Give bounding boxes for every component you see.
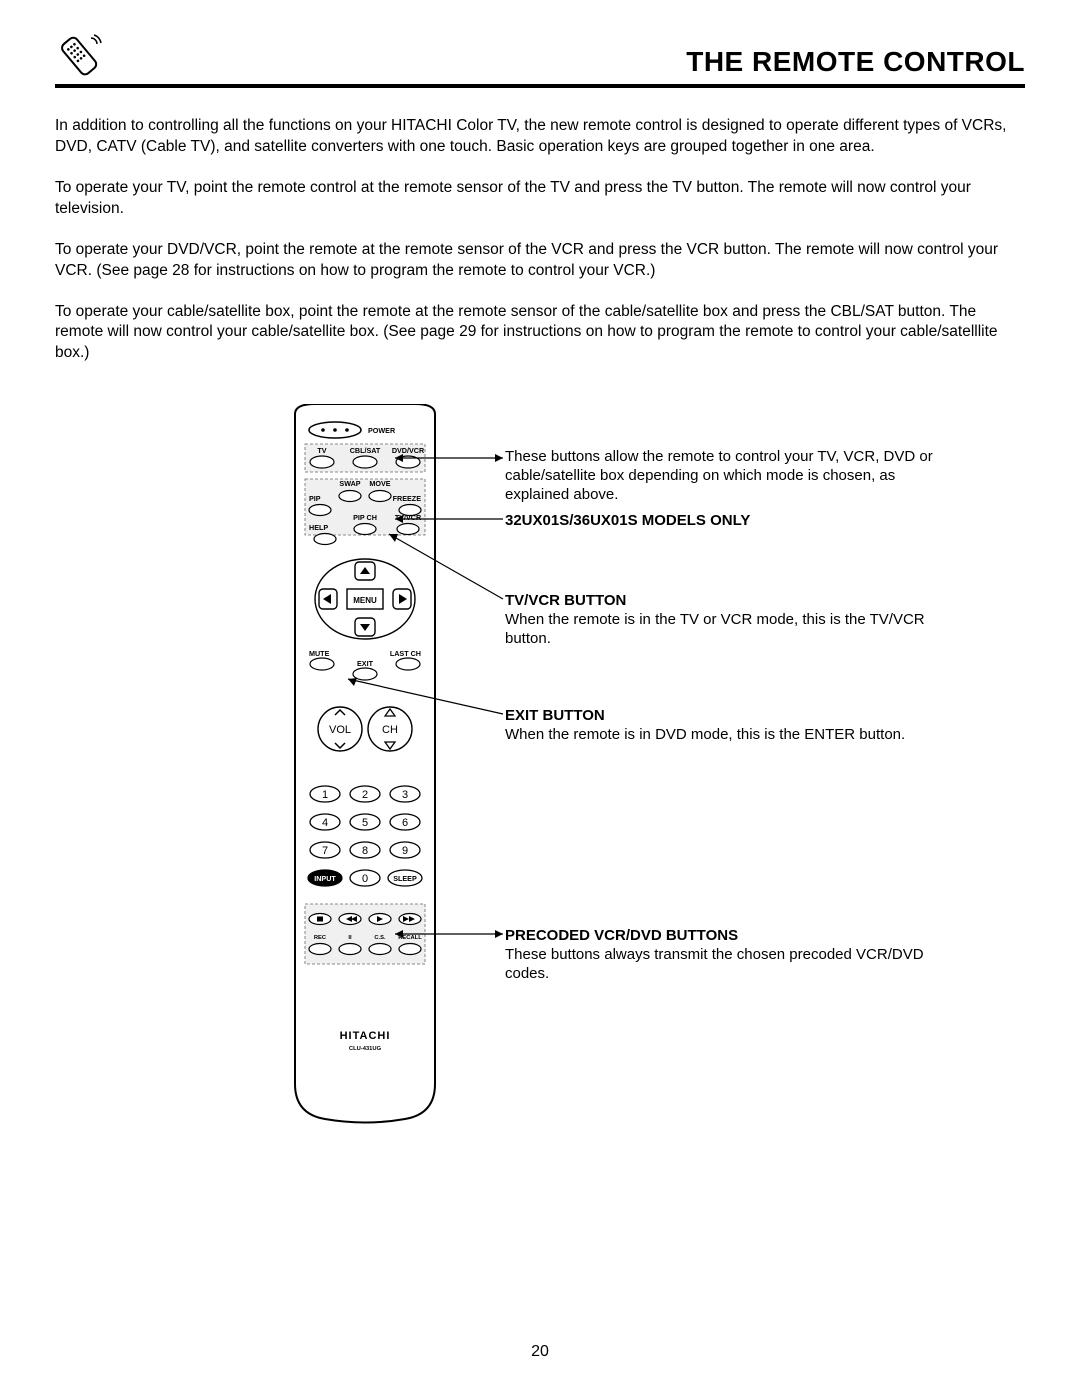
callout-precoded-body: These buttons always transmit the chosen… [505, 946, 924, 982]
intro-p1: In addition to controlling all the funct… [55, 116, 1025, 158]
intro-p4: To operate your cable/satellite box, poi… [55, 302, 1025, 365]
callout-models: 32UX01S/36UX01S MODELS ONLY [505, 512, 935, 531]
intro-p3: To operate your DVD/VCR, point the remot… [55, 240, 1025, 282]
callout-precoded-title: PRECODED VCR/DVD BUTTONS [505, 927, 738, 944]
remote-diagram: POWER TV CBL/SAT DVD/VCR SWAP MOVE PIP F… [55, 404, 1025, 1164]
page-number: 20 [0, 1343, 1080, 1361]
callout-exit-body: When the remote is in DVD mode, this is … [505, 726, 905, 743]
callout-modes: These buttons allow the remote to contro… [505, 448, 935, 504]
callout-tvvcr-title: TV/VCR BUTTON [505, 592, 626, 609]
intro-p2: To operate your TV, point the remote con… [55, 178, 1025, 220]
remote-header-icon [55, 30, 105, 78]
callout-precoded: PRECODED VCR/DVD BUTTONS These buttons a… [505, 927, 935, 983]
intro-text: In addition to controlling all the funct… [55, 116, 1025, 364]
callout-modes-text: These buttons allow the remote to contro… [505, 448, 933, 503]
callout-tvvcr-body: When the remote is in the TV or VCR mode… [505, 611, 925, 647]
callout-exit-title: EXIT BUTTON [505, 707, 605, 724]
callout-tvvcr: TV/VCR BUTTON When the remote is in the … [505, 592, 935, 648]
page-title: THE REMOTE CONTROL [686, 46, 1025, 78]
callout-exit: EXIT BUTTON When the remote is in DVD mo… [505, 707, 935, 745]
callout-models-text: 32UX01S/36UX01S MODELS ONLY [505, 512, 750, 529]
